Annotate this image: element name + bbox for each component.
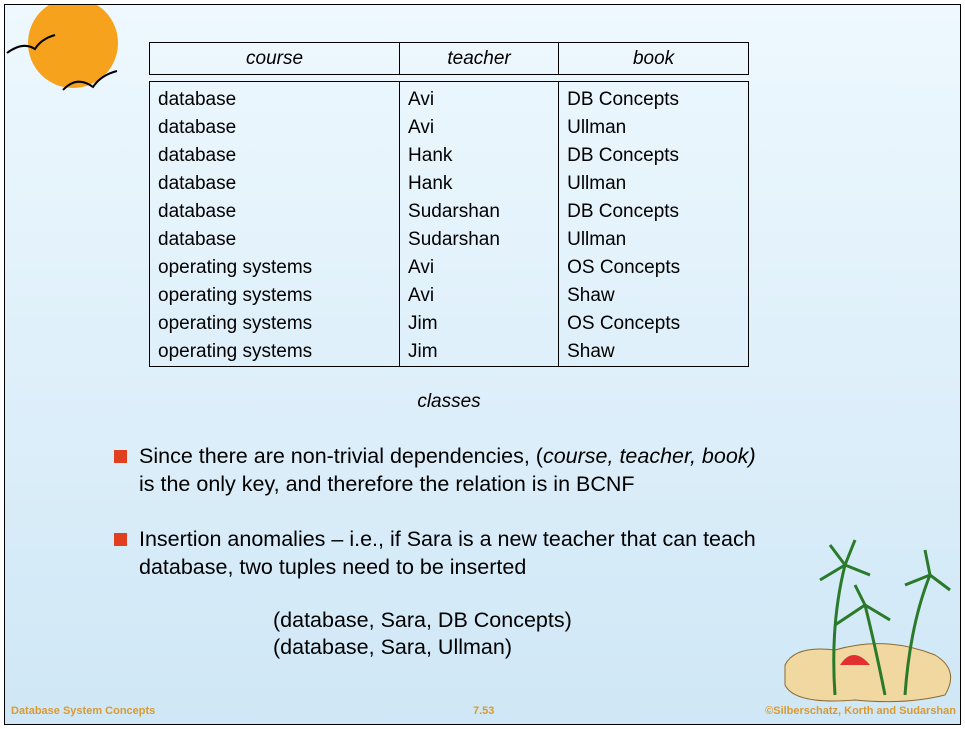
- table-row: operating systems Avi OS Concepts: [148, 254, 749, 282]
- table-cell: Sudarshan: [399, 226, 560, 254]
- table-row: database Sudarshan DB Concepts: [148, 198, 749, 226]
- table-cell: database: [148, 142, 401, 170]
- table-cell: Jim: [399, 338, 560, 367]
- bullet-text: Insertion anomalies – i.e., if Sara is a…: [139, 527, 756, 579]
- table: course teacher book database Avi DB Concepts…: [148, 42, 749, 367]
- bird: [6, 34, 56, 54]
- bullet-mark: [114, 450, 127, 463]
- table-cell: DB Concepts: [558, 198, 749, 226]
- footer-center: 7.53: [473, 705, 495, 717]
- umbrella: [840, 655, 870, 665]
- bullet-text: is the only key, and therefore the relat…: [139, 472, 635, 496]
- footer-left: Database System Concepts: [11, 705, 156, 717]
- spacer: [150, 75, 749, 82]
- bullet-emphasis: course, teacher, book): [542, 444, 756, 468]
- table-row: database Hank DB Concepts: [148, 142, 749, 170]
- bullet: Since there are non-trivial dependencies…: [114, 442, 869, 498]
- table-cell: Shaw: [558, 338, 749, 367]
- table-cell: database: [148, 226, 401, 254]
- footer-right: ©Silberschatz, Korth and Sudarshan: [765, 705, 956, 717]
- column-header: course: [148, 42, 401, 75]
- table-cell: database: [148, 198, 401, 226]
- table-cell: Hank: [399, 142, 560, 170]
- table-cell: Avi: [399, 114, 560, 142]
- table-cell: OS Concepts: [558, 310, 749, 338]
- table-cell: Jim: [399, 310, 560, 338]
- table-cell: DB Concepts: [558, 81, 749, 114]
- table-cell: Hank: [399, 170, 560, 198]
- column-header: book: [558, 42, 749, 75]
- table-cell: Ullman: [558, 114, 749, 142]
- table-cell: Avi: [399, 254, 560, 282]
- table-cell: Avi: [399, 81, 560, 114]
- table-cell: Avi: [399, 282, 560, 310]
- table-cell: operating systems: [148, 282, 401, 310]
- palms: [819, 539, 951, 696]
- slide: course teacher book database Avi DB Concepts…: [4, 4, 961, 725]
- table-cell: OS Concepts: [558, 254, 749, 282]
- table-cell: Shaw: [558, 282, 749, 310]
- tuple: (database, Sara, DB Concepts): [273, 608, 572, 632]
- table-row: operating systems Avi Shaw: [148, 282, 749, 310]
- decoration: [6, 5, 952, 703]
- table-row: operating systems Jim Shaw: [148, 338, 749, 367]
- table-cell: DB Concepts: [558, 142, 749, 170]
- table-caption: classes: [417, 391, 481, 412]
- table-row: database Avi Ullman: [148, 114, 749, 142]
- spacer-cell: [150, 75, 749, 82]
- table-cell: database: [148, 114, 401, 142]
- tuple: (database, Sara, Ullman): [273, 635, 512, 659]
- sun: [28, 5, 118, 88]
- bullet: Insertion anomalies – i.e., if Sara is a…: [114, 525, 839, 581]
- table-cell: operating systems: [148, 338, 401, 367]
- table-cell: database: [148, 81, 401, 114]
- table-row: database Hank Ullman: [148, 170, 749, 198]
- island: [784, 643, 952, 703]
- bullet-text: Since there are non-trivial dependencies…: [139, 444, 543, 468]
- column-header: teacher: [399, 42, 560, 75]
- bullet-mark: [114, 533, 127, 546]
- table-cell: Ullman: [558, 226, 749, 254]
- bird: [62, 70, 118, 91]
- table-row: database Sudarshan Ullman: [148, 226, 749, 254]
- table-cell: operating systems: [148, 254, 401, 282]
- table-cell: operating systems: [148, 310, 401, 338]
- table-cell: Ullman: [558, 170, 749, 198]
- table-cell: Sudarshan: [399, 198, 560, 226]
- table-cell: database: [148, 170, 401, 198]
- table-row: operating systems Jim OS Concepts: [148, 310, 749, 338]
- table-row: database Avi DB Concepts: [148, 81, 749, 114]
